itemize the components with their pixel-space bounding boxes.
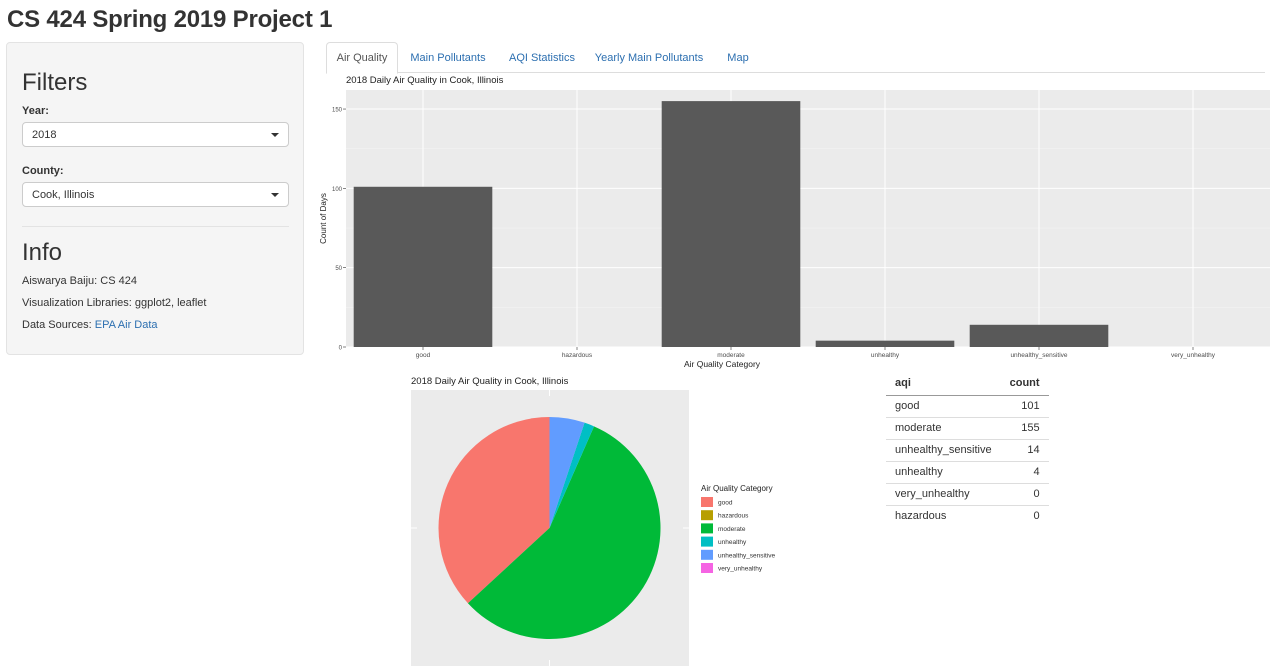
tab-aqi-statistics[interactable]: AQI Statistics <box>508 51 576 64</box>
info-sources-label: Data Sources: <box>22 319 95 331</box>
sidebar-divider <box>22 226 289 227</box>
table-row: unhealthy 4 <box>886 461 1049 484</box>
info-sources: Data Sources: EPA Air Data <box>22 319 158 331</box>
table-row: very_unhealthy 0 <box>886 483 1049 506</box>
table-cell-aqi: unhealthy_sensitive <box>886 439 1001 462</box>
table-cell-count: 0 <box>1033 510 1040 523</box>
x-tick-label: moderate <box>717 352 745 359</box>
table-cell-aqi: hazardous <box>895 510 947 523</box>
bar-moderate <box>661 101 801 347</box>
y-tick-label: 50 <box>335 266 342 272</box>
table-cell-aqi: moderate <box>886 417 1001 440</box>
table-row: good 101 <box>886 395 1049 418</box>
bar-chart-title: 2018 Daily Air Quality in Cook, Illinois <box>346 75 504 86</box>
y-tick-label: 0 <box>339 346 343 352</box>
county-label: County: <box>22 165 64 177</box>
table-header-count: count <box>1000 372 1049 396</box>
bar-plot-panel <box>346 90 1270 347</box>
table-header-row: aqi count <box>886 372 1049 396</box>
aqi-count-table: aqi count good 101 moderate 155 unhealthy_se… <box>886 372 1049 527</box>
bar-unhealthy <box>815 340 955 347</box>
table-cell-aqi: unhealthy <box>886 461 1001 484</box>
table-cell-count: 101 <box>1000 395 1049 418</box>
table-cell-count: 0 <box>1000 483 1049 506</box>
x-tick-label: unhealthy_sensitive <box>1010 352 1067 359</box>
bar-unhealthy_sensitive <box>969 324 1109 347</box>
y-tick-label: 100 <box>332 187 343 193</box>
table-cell-aqi: good <box>886 395 1001 418</box>
year-select-value: 2018 <box>32 128 57 141</box>
table-row: unhealthy_sensitive 14 <box>886 439 1049 462</box>
y-tick-label: 150 <box>332 108 343 114</box>
table-cell-count: 155 <box>1000 417 1049 440</box>
tab-yearly-main-pollutants[interactable]: Yearly Main Pollutants <box>594 51 704 64</box>
x-axis-title: Air Quality Category <box>684 359 761 369</box>
tab-map[interactable]: Map <box>727 51 749 64</box>
x-tick-label: good <box>416 352 431 359</box>
filters-heading: Filters <box>22 69 88 96</box>
tab-air-quality[interactable]: Air Quality <box>326 42 398 74</box>
table-cell-count: 14 <box>1000 439 1049 462</box>
pie-chart-title: 2018 Daily Air Quality in Cook, Illinois <box>411 376 569 387</box>
table-cell-aqi: very_unhealthy <box>886 483 1001 506</box>
year-label: Year: <box>22 105 49 117</box>
epa-air-data-link[interactable]: EPA Air Data <box>94 319 158 331</box>
tab-bar: Air Quality Main Pollutants AQI Statisti… <box>326 42 1265 74</box>
table-header-aqi: aqi <box>886 372 1001 396</box>
chevron-down-icon <box>271 192 279 197</box>
info-author: Aiswarya Baiju: CS 424 <box>22 275 137 287</box>
app-title: CS 424 Spring 2019 Project 1 <box>7 6 333 33</box>
sidebar-panel: Filters Year: 2018 County: Cook, Illinoi… <box>6 42 304 355</box>
county-select[interactable]: Cook, Illinois <box>22 182 289 207</box>
x-tick-label: unhealthy <box>871 352 900 359</box>
info-heading: Info <box>22 239 63 266</box>
county-select-value: Cook, Illinois <box>32 188 95 201</box>
tab-main-pollutants[interactable]: Main Pollutants <box>410 51 486 64</box>
table-row: moderate 155 <box>886 417 1049 440</box>
bar-good <box>353 186 493 347</box>
x-tick-label: very_unhealthy <box>1171 352 1216 359</box>
table-row: hazardous 0 <box>886 505 1049 527</box>
x-tick-label: hazardous <box>562 352 593 359</box>
table-cell-count: 4 <box>1000 461 1049 484</box>
chevron-down-icon <box>271 132 279 137</box>
info-libraries: Visualization Libraries: ggplot2, leafle… <box>22 297 207 309</box>
y-axis-title: Count of Days <box>319 193 328 244</box>
year-select[interactable]: 2018 <box>22 122 289 147</box>
